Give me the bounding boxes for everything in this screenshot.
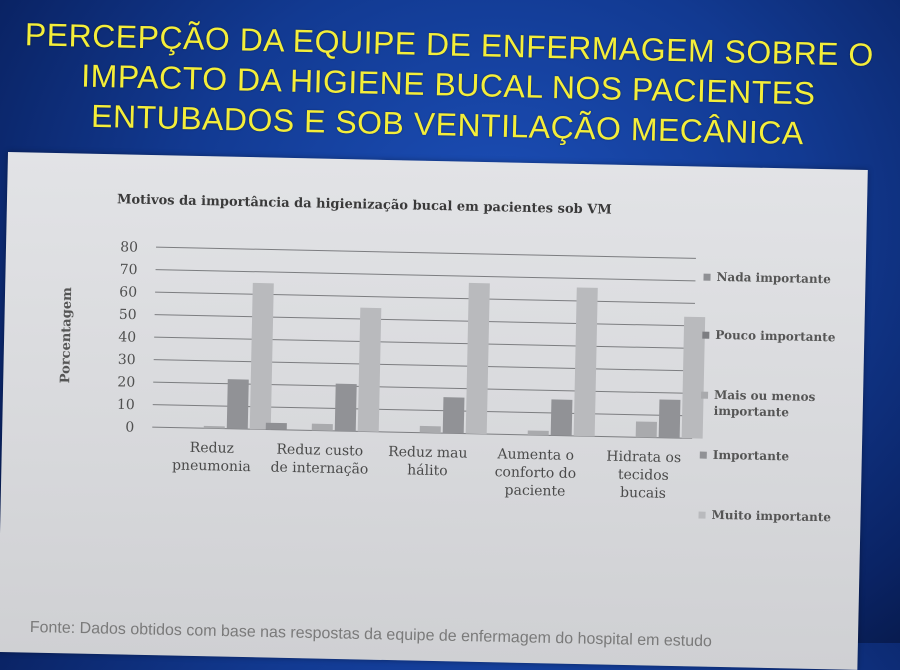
bar-4-4: [681, 316, 706, 439]
legend-label: Mais ou menos importante: [713, 387, 816, 420]
y-tick-label: 10: [117, 397, 135, 413]
gridline: [154, 314, 695, 327]
x-category-label: hálito: [407, 462, 448, 479]
gridline: [155, 269, 696, 282]
legend-item: Nada importante: [703, 269, 841, 288]
legend-item: Muito importante: [698, 507, 836, 526]
x-category-label: pneumonia: [172, 458, 251, 476]
x-category-label: Aumenta o: [496, 446, 574, 464]
x-category-label: Reduz mau: [388, 444, 468, 462]
bar-2-4: [635, 421, 657, 438]
bar-2-3: [527, 430, 549, 436]
x-category-label: Reduz custo: [276, 442, 363, 460]
bar-4-2: [465, 282, 490, 435]
legend-label: Pouco importante: [715, 327, 836, 345]
y-tick-label: 70: [120, 262, 138, 278]
bar-chart: 0 10 20 30 40 50 60 70 80 Porcentagem Reduzpneumon…: [58, 239, 706, 502]
bar-4-3: [573, 287, 598, 437]
bar-2-2: [419, 425, 441, 434]
bar-4-1: [357, 307, 382, 432]
y-tick-label: 30: [118, 352, 136, 368]
chart-panel: Motivos da importância da higienização b…: [0, 152, 868, 670]
bar-3-2: [442, 397, 465, 434]
bar-2-1: [311, 423, 333, 431]
y-tick-label: 0: [125, 420, 134, 436]
legend-item: Mais ou menos importante: [700, 387, 840, 422]
y-tick-label: 50: [119, 307, 137, 323]
bar-3-4: [658, 399, 681, 439]
x-category-label: conforto do: [494, 464, 576, 482]
bar-4-0: [249, 282, 274, 430]
legend-label: Importante: [712, 447, 790, 464]
gridline: [156, 246, 696, 259]
legend-swatch: [699, 451, 707, 459]
x-category-label: paciente: [504, 482, 565, 499]
gridline: [155, 291, 695, 304]
x-category-label: Reduz: [190, 440, 235, 457]
x-category-label: bucais: [620, 485, 666, 502]
y-tick-label: 80: [120, 239, 138, 255]
x-category-label: Hidrata os: [606, 449, 681, 467]
gridline: [154, 336, 695, 349]
legend-item: Pouco importante: [702, 327, 840, 346]
slide-title: PERCEPÇÃO DA EQUIPE DE ENFERMAGEM SOBRE …: [17, 14, 880, 155]
legend-swatch: [698, 511, 706, 519]
x-category-label: tecidos: [618, 467, 669, 484]
y-axis-label: Porcentagem: [58, 287, 75, 384]
legend-swatch: [700, 391, 709, 399]
legend-label: Muito importante: [711, 507, 832, 525]
x-category-label: de internação: [270, 460, 368, 478]
bar-2-0: [203, 425, 225, 429]
bar-0-1: [265, 422, 287, 430]
bar-3-1: [334, 383, 357, 432]
y-tick-label: 20: [117, 374, 135, 390]
legend-item: Importante: [699, 447, 838, 466]
legend-label: Nada importante: [716, 269, 831, 287]
y-tick-label: 60: [119, 284, 137, 300]
gridline: [153, 359, 694, 372]
legend-swatch: [703, 273, 711, 281]
y-tick-label: 40: [118, 329, 136, 345]
legend-swatch: [702, 331, 710, 339]
bar-3-3: [550, 399, 573, 436]
bar-3-0: [226, 379, 249, 430]
